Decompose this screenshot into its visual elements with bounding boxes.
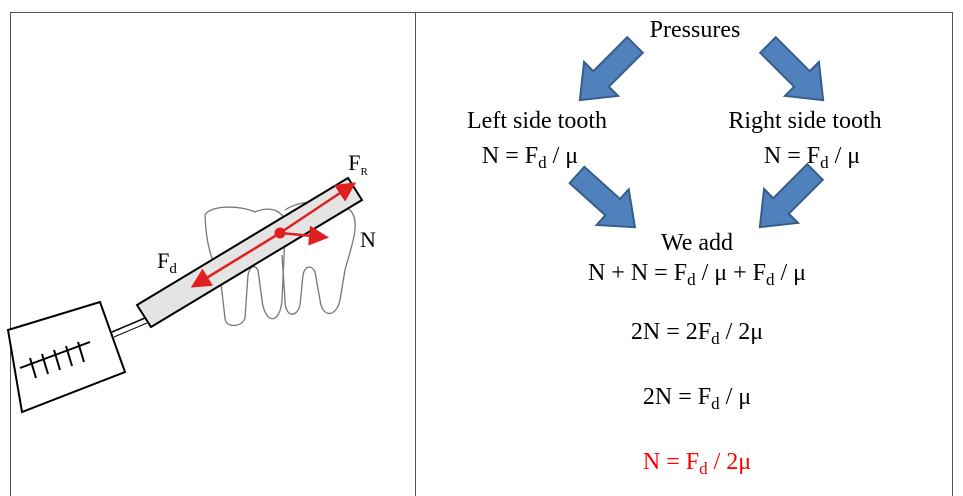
- formula-text: / μ: [829, 143, 861, 169]
- step-formula: 2N = 2Fd / 2μ: [631, 319, 763, 348]
- fr-label: FR: [348, 150, 368, 178]
- formula-text: / μ + F: [696, 260, 766, 286]
- formula-text: N = F: [643, 449, 699, 475]
- subscript: d: [169, 261, 177, 277]
- subscript: R: [360, 166, 368, 178]
- left-label: Left side tooth: [467, 108, 607, 134]
- formula-text: 2N = F: [643, 384, 711, 410]
- formula-text: F: [348, 150, 360, 175]
- flow-arrows: [561, 28, 840, 245]
- formula-text: / μ: [774, 260, 806, 286]
- sum-formula: N + N = Fd / μ + Fd / μ: [588, 260, 806, 289]
- formula-text: N + N = F: [588, 260, 687, 286]
- formula-text: / μ: [720, 384, 752, 410]
- formula-text: / μ: [547, 143, 579, 169]
- illustration: [8, 178, 362, 412]
- formula-text: F: [157, 248, 169, 273]
- sum-label: We add: [661, 230, 733, 256]
- formula-text: 2N = 2F: [631, 319, 711, 345]
- formula-text: / 2μ: [708, 449, 752, 475]
- right-formula: N = Fd / μ: [764, 143, 860, 172]
- formula-text: / 2μ: [720, 319, 764, 345]
- step-formula: N = Fd / 2μ: [643, 449, 751, 478]
- n-label: N: [360, 227, 376, 252]
- step-formula: 2N = Fd / μ: [643, 384, 751, 413]
- fd-label: Fd: [157, 248, 177, 277]
- right-label: Right side tooth: [728, 108, 881, 134]
- title: Pressures: [650, 17, 741, 43]
- page: Pressures Left side tooth Right side too…: [0, 0, 963, 496]
- formula-text: N = F: [764, 143, 820, 169]
- left-formula: N = Fd / μ: [482, 143, 578, 172]
- formula-text: N = F: [482, 143, 538, 169]
